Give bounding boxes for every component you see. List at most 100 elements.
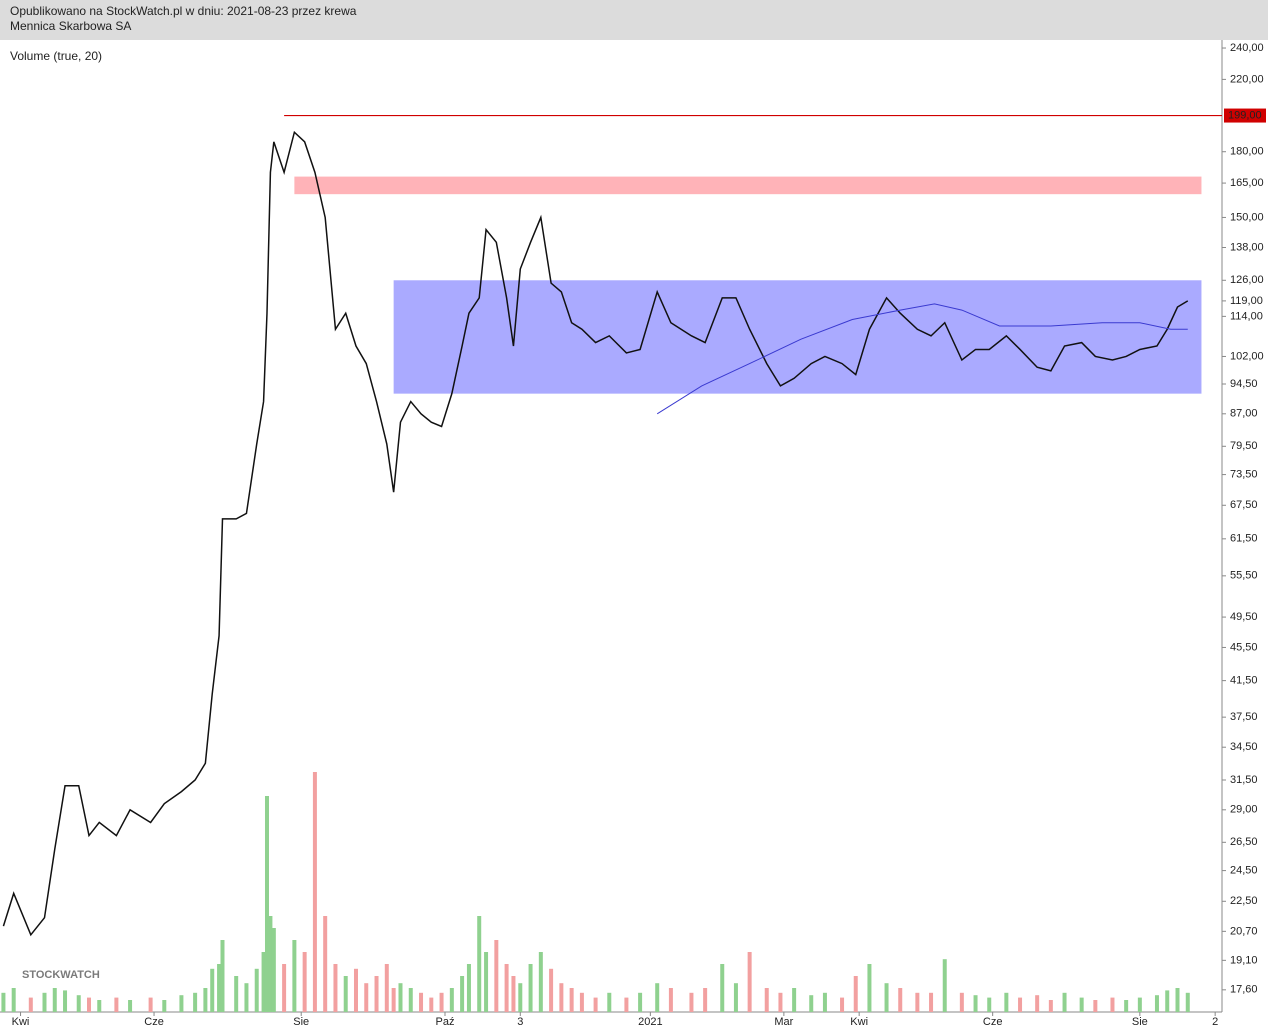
volume-bar	[1175, 988, 1180, 1012]
volume-bar	[915, 992, 920, 1012]
level-label-bg	[1224, 108, 1266, 123]
volume-bar	[607, 992, 612, 1012]
volume-bar	[114, 997, 119, 1012]
volume-bar	[42, 992, 47, 1012]
volume-bar	[312, 772, 317, 1012]
y-tick-label: 31,50	[1230, 774, 1258, 786]
volume-bar	[689, 992, 694, 1012]
volume-bar	[384, 964, 389, 1012]
y-tick-label: 26,50	[1230, 836, 1258, 848]
volume-bar	[364, 983, 369, 1012]
x-tick-label: Mar	[774, 1016, 793, 1028]
volume-bar	[494, 940, 499, 1012]
x-tick-label: 2	[1212, 1016, 1218, 1028]
volume-bar	[353, 968, 358, 1012]
volume-bar	[1035, 995, 1040, 1012]
y-tick-label: 45,50	[1230, 641, 1258, 653]
volume-bar	[840, 997, 845, 1012]
volume-bar	[477, 916, 482, 1012]
y-tick-label: 67,50	[1230, 499, 1258, 511]
volume-bar	[282, 964, 287, 1012]
volume-bar	[511, 976, 516, 1012]
volume-bar	[655, 983, 660, 1012]
volume-bar	[1165, 990, 1170, 1012]
volume-bar	[1110, 997, 1115, 1012]
volume-bar	[343, 976, 348, 1012]
volume-bar	[1079, 997, 1084, 1012]
volume-bar	[1048, 1000, 1053, 1012]
volume-bar	[63, 990, 68, 1012]
volume-bar	[1062, 992, 1067, 1012]
y-tick-label: 19,10	[1230, 954, 1258, 966]
volume-bar	[747, 952, 752, 1012]
y-tick-label: 34,50	[1230, 741, 1258, 753]
y-tick-label: 102,00	[1230, 350, 1264, 362]
y-tick-label: 22,50	[1230, 895, 1258, 907]
volume-bar	[538, 952, 543, 1012]
volume-bar	[528, 964, 533, 1012]
watermark: STOCKWATCH	[22, 969, 100, 981]
y-tick-label: 150,00	[1230, 211, 1264, 223]
y-tick-label: 126,00	[1230, 274, 1264, 286]
volume-bar	[1154, 995, 1159, 1012]
y-tick-label: 79,50	[1230, 440, 1258, 452]
volume-bar	[593, 997, 598, 1012]
volume-bar	[579, 992, 584, 1012]
volume-bar	[867, 964, 872, 1012]
indicator-label: Volume (true, 20)	[10, 49, 102, 63]
volume-bar	[97, 1000, 102, 1012]
moving-average	[656, 303, 1188, 415]
y-tick-label: 94,50	[1230, 378, 1258, 390]
volume-bar	[398, 983, 403, 1012]
volume-bar	[162, 1000, 167, 1012]
volume-bar	[148, 997, 153, 1012]
volume-bar	[460, 976, 465, 1012]
volume-bar	[884, 983, 889, 1012]
x-tick-label: 2021	[638, 1016, 662, 1028]
volume-bar	[1093, 1000, 1098, 1012]
volume-bar	[822, 992, 827, 1012]
volume-bar	[220, 940, 225, 1012]
volume-bar	[703, 988, 708, 1012]
volume-bar	[929, 992, 934, 1012]
volume-bar	[959, 992, 964, 1012]
volume-bar	[1124, 1000, 1129, 1012]
volume-bar	[449, 988, 454, 1012]
x-tick-label: Kwi	[850, 1016, 868, 1028]
volume-bar	[778, 992, 783, 1012]
y-tick-label: 24,50	[1230, 864, 1258, 876]
volume-bar	[11, 988, 16, 1012]
y-tick-label: 61,50	[1230, 533, 1258, 545]
x-tick-label: Sie	[293, 1016, 309, 1028]
y-tick-label: 220,00	[1230, 73, 1264, 85]
volume-bar	[569, 988, 574, 1012]
volume-bar	[720, 964, 725, 1012]
volume-bar	[559, 983, 564, 1012]
volume-bar	[193, 992, 198, 1012]
volume-bar	[86, 997, 91, 1012]
volume-bar	[504, 964, 509, 1012]
volume-bar	[264, 796, 269, 1012]
volume-bar	[217, 964, 222, 1012]
volume-bar	[419, 992, 424, 1012]
y-tick-label: 20,70	[1230, 925, 1258, 937]
x-tick-label: Kwi	[12, 1016, 30, 1028]
volume-bar	[408, 988, 413, 1012]
volume-bar	[292, 940, 297, 1012]
volume-bar	[484, 952, 489, 1012]
volume-bar	[374, 976, 379, 1012]
volume-bar	[638, 992, 643, 1012]
header-line: Mennica Skarbowa SA	[10, 19, 131, 33]
volume-bar	[624, 997, 629, 1012]
volume-bar	[302, 952, 307, 1012]
volume-bar	[391, 988, 396, 1012]
volume-bar	[733, 983, 738, 1012]
volume-bar	[439, 992, 444, 1012]
volume-bar	[261, 952, 266, 1012]
volume-bar	[764, 988, 769, 1012]
volume-bar	[254, 968, 259, 1012]
volume-bar	[429, 997, 434, 1012]
volume-bar	[792, 988, 797, 1012]
header-bar	[0, 0, 1268, 40]
